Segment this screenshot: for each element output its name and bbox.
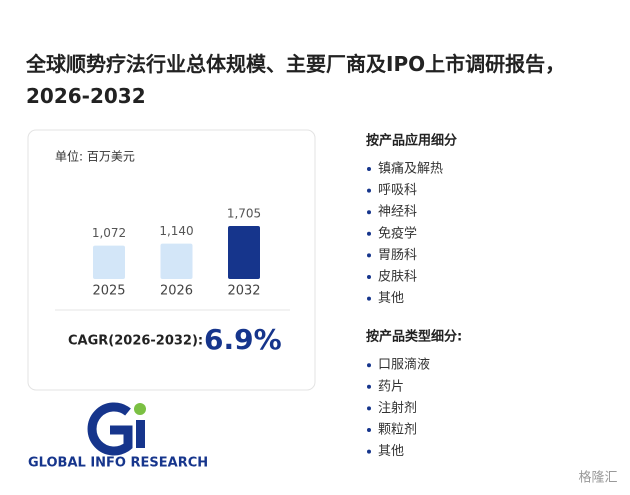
list-item: 镇痛及解热: [378, 161, 443, 177]
bullet: [367, 428, 371, 432]
bullet: [367, 363, 371, 368]
bullet: [367, 210, 371, 215]
bar: [228, 226, 260, 279]
x-tick-label: 2025: [92, 284, 125, 299]
unit-label: 单位: 百万美元: [55, 149, 135, 164]
x-tick-label: 2032: [227, 284, 260, 299]
cagr-value: 6.9%: [204, 323, 282, 356]
logo: GLOBAL INFO RESEARCH: [28, 402, 208, 471]
list-item: 神经科: [378, 205, 417, 220]
logo-text: GLOBAL INFO RESEARCH: [28, 456, 208, 471]
bullet: [367, 167, 371, 171]
logo-dot: [134, 403, 146, 415]
list-item: 胃肠科: [378, 248, 417, 263]
title-box: 全球顺势疗法行业总体规模、主要厂商及IPO上市调研报告，2026-2032: [26, 52, 566, 108]
value-label: 1,705: [227, 207, 261, 221]
bullet: [367, 449, 371, 454]
list-item: 注射剂: [378, 400, 417, 416]
bullet: [367, 231, 371, 236]
bullet: [367, 406, 371, 411]
list-item: 其他: [378, 444, 404, 459]
value-label: 1,072: [92, 226, 126, 240]
list-item: 口服滴液: [378, 357, 430, 373]
value-label: 1,140: [159, 224, 193, 238]
cagr-label: CAGR(2026-2032):: [68, 334, 203, 349]
bullet: [367, 188, 371, 193]
list-item: 颗粒剂: [378, 423, 417, 438]
bar: [160, 243, 193, 279]
x-tick-label: 2026: [160, 284, 193, 299]
bar: [93, 245, 125, 279]
list-item: 呼吸科: [378, 183, 417, 198]
list-item: 药片: [378, 379, 404, 394]
watermark: 格隆汇: [578, 470, 617, 486]
logo-g: [87, 402, 133, 456]
list-item: 其他: [378, 291, 404, 306]
bullet: [367, 275, 371, 279]
logo-i: [136, 420, 145, 448]
bullet: [367, 384, 371, 389]
list-item: 免疫学: [378, 225, 417, 241]
list-item: 皮肤科: [378, 270, 417, 285]
bullet: [367, 253, 371, 258]
section-heading: 按产品类型细分:: [366, 329, 462, 345]
section-heading: 按产品应用细分: [366, 133, 457, 149]
bullet: [367, 296, 371, 301]
chart-title: 全球顺势疗法行业总体规模、主要厂商及IPO上市调研报告，2026-2032: [26, 52, 566, 108]
